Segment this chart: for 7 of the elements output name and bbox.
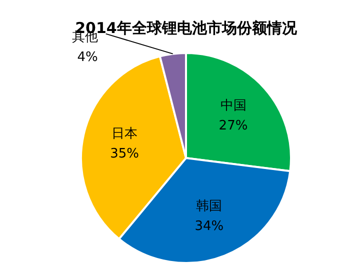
data-label: 35% bbox=[110, 146, 139, 162]
data-label: 34% bbox=[194, 218, 224, 234]
slice-label: 中国 bbox=[220, 98, 246, 114]
data-label: 27% bbox=[218, 118, 248, 134]
data-label: 4% bbox=[77, 50, 98, 66]
slice-label: 韩国 bbox=[196, 198, 222, 214]
slice-label: 日本 bbox=[112, 126, 138, 142]
